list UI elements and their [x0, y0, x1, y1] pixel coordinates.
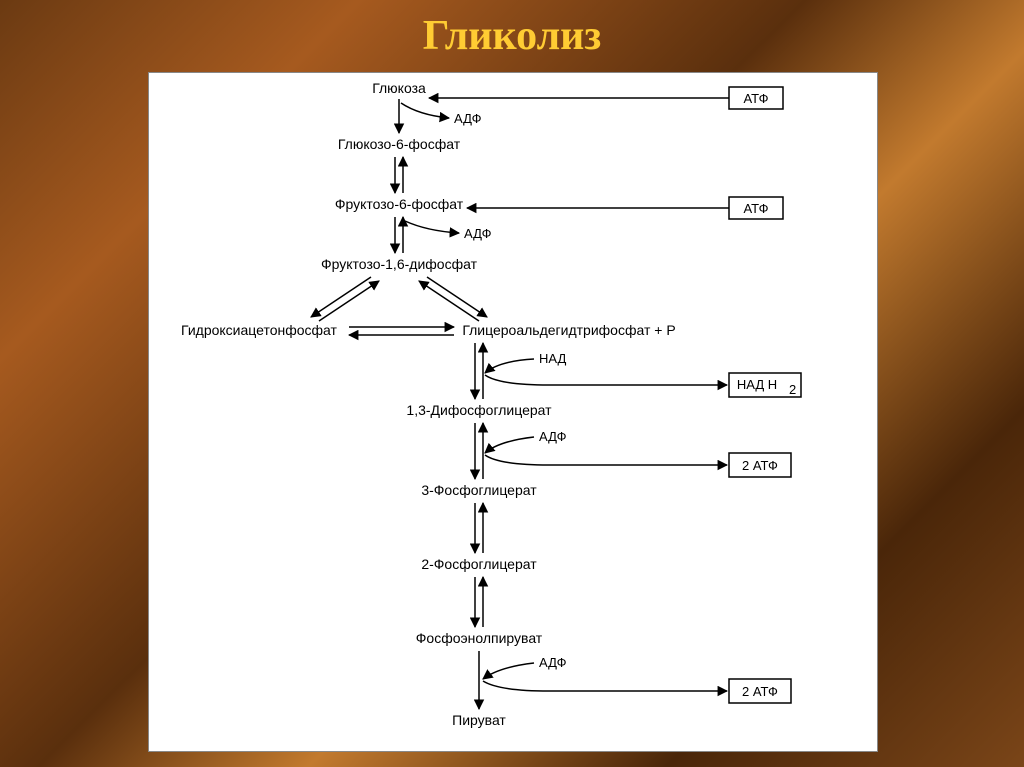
compound-dhap: Гидроксиацетонфосфат: [181, 322, 338, 338]
arrow-adp-2: [405, 221, 459, 233]
glycolysis-diagram: Глюкоза АТФ АДФ Глюкозо-6-фосфат Фруктоз…: [148, 72, 878, 752]
arrow-split-l-d: [311, 277, 371, 317]
cofactor-adp-1: АДФ: [454, 111, 482, 126]
arrow-split-r-d: [427, 277, 487, 317]
arrow-split-r-u: [419, 281, 479, 321]
arrow-split-l-u: [319, 281, 379, 321]
compound-bpg13: 1,3-Дифосфоглицерат: [406, 402, 552, 418]
arrow-nad-in: [485, 359, 534, 373]
cofactor-nad: НАД: [539, 351, 566, 366]
compound-pyruvate: Пируват: [452, 712, 506, 728]
compound-pg2: 2-Фосфоглицерат: [421, 556, 537, 572]
compound-glucose: Глюкоза: [372, 80, 426, 96]
cofactor-adp-2: АДФ: [464, 226, 492, 241]
label-atp-1: АТФ: [743, 91, 768, 106]
slide-title: Гликолиз: [0, 0, 1024, 60]
slide: Гликолиз Глюкоза АТФ АДФ Глюкозо-6-фосфа…: [0, 0, 1024, 767]
compound-g6p: Глюкозо-6-фосфат: [338, 136, 461, 152]
compound-f6p: Фруктозо-6-фосфат: [335, 196, 464, 212]
arrow-2atp-b-out: [483, 681, 727, 691]
compound-g3p: Глицероальдегидтрифосфат + Р: [462, 322, 675, 338]
arrow-2atp-a-out: [485, 455, 727, 465]
arrow-adp3-in: [485, 437, 534, 453]
label-nadh: НАД Н: [737, 377, 777, 392]
compound-f16bp: Фруктозо-1,6-дифосфат: [321, 256, 478, 272]
label-atp-2: АТФ: [743, 201, 768, 216]
cofactor-adp-3: АДФ: [539, 429, 567, 444]
compound-pg3: 3-Фосфоглицерат: [421, 482, 537, 498]
cofactor-adp-4: АДФ: [539, 655, 567, 670]
label-2atp-a: 2 АТФ: [742, 458, 778, 473]
label-2atp-b: 2 АТФ: [742, 684, 778, 699]
label-nadh-sub: 2: [789, 382, 796, 397]
arrow-adp4-in: [483, 663, 534, 679]
compound-pep: Фосфоэнолпируват: [416, 630, 543, 646]
arrow-adp-1: [401, 103, 449, 118]
arrow-nadh-out: [485, 375, 727, 385]
